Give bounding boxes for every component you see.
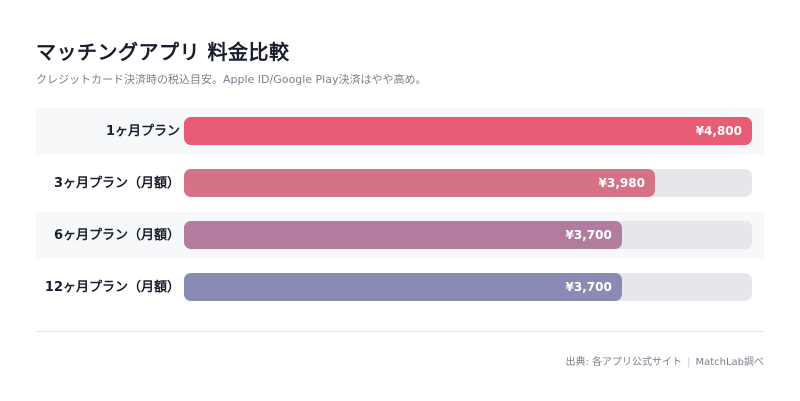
bar-row: 6ヶ月プラン（月額） ¥3,700 — [36, 212, 764, 259]
bar-track: ¥3,700 — [184, 221, 752, 249]
bar-row: 3ヶ月プラン（月額） ¥3,980 — [36, 160, 764, 207]
chart-subtitle: クレジットカード決済時の税込目安。Apple ID/Google Play決済は… — [36, 73, 427, 86]
chart-title: マッチングアプリ 料金比較 — [36, 40, 290, 64]
bar-track: ¥4,800 — [184, 117, 752, 145]
category-label: 1ヶ月プラン — [105, 124, 180, 139]
bar-rows: 1ヶ月プラン ¥4,800 3ヶ月プラン（月額） ¥3,980 6ヶ月プラン（月額） ¥3… — [36, 108, 764, 316]
bar: ¥4,800 — [184, 117, 752, 145]
category-label: 3ヶ月プラン（月額） — [53, 176, 180, 191]
footer-separator: | — [687, 357, 691, 368]
source-text: 出典: 各アプリ公式サイト — [565, 357, 683, 368]
bar: ¥3,700 — [184, 273, 622, 301]
bar-track: ¥3,980 — [184, 169, 752, 197]
value-label: ¥3,700 — [565, 280, 612, 294]
category-label: 12ヶ月プラン（月額） — [44, 280, 180, 295]
bar-row: 12ヶ月プラン（月額） ¥3,700 — [36, 264, 764, 311]
bar-row: 1ヶ月プラン ¥4,800 — [36, 108, 764, 155]
bar-track: ¥3,700 — [184, 273, 752, 301]
chart-footer: 出典: 各アプリ公式サイト | MatchLab調べ — [566, 353, 765, 368]
value-label: ¥3,980 — [598, 176, 645, 190]
bar: ¥3,700 — [184, 221, 622, 249]
category-label: 6ヶ月プラン（月額） — [53, 228, 180, 243]
footer-divider — [36, 331, 764, 332]
value-label: ¥3,700 — [565, 228, 612, 242]
bar: ¥3,980 — [184, 169, 655, 197]
chart-card: マッチングアプリ 料金比較 クレジットカード決済時の税込目安。Apple ID/… — [36, 0, 764, 401]
value-label: ¥4,800 — [695, 124, 742, 138]
credit-text: MatchLab調べ — [695, 357, 764, 368]
